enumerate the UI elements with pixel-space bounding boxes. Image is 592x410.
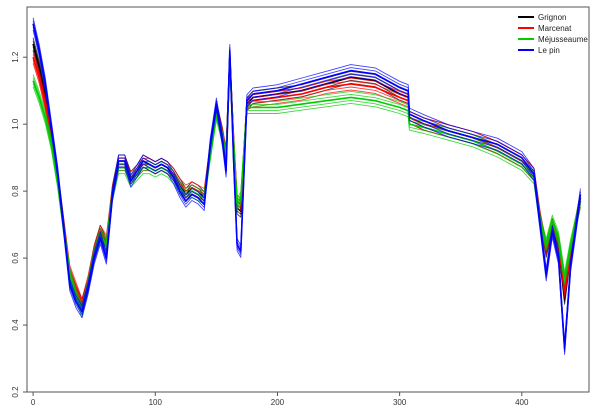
series-line — [32, 29, 581, 355]
legend-box — [462, 10, 586, 60]
series-lines — [32, 17, 582, 355]
y-tick-label: 1.0 — [11, 118, 20, 130]
series-line — [32, 17, 581, 343]
plot-frame — [26, 6, 590, 393]
x-tick-label: 300 — [393, 398, 407, 407]
series-line — [32, 23, 582, 350]
x-tick-label: 0 — [31, 398, 36, 407]
x-tick-label: 100 — [149, 398, 163, 407]
y-tick-label: 0.4 — [11, 319, 20, 331]
legend-label: Le pin — [538, 46, 560, 55]
series-line — [32, 20, 581, 346]
x-tick-label: 200 — [271, 398, 285, 407]
legend: Grignon Marcenat Méjusseaume Le pin — [462, 10, 588, 60]
y-tick-label: 0.6 — [11, 252, 20, 264]
series-line — [32, 69, 581, 319]
y-tick-label: 0.2 — [11, 386, 20, 398]
legend-label: Marcenat — [538, 24, 572, 33]
legend-label: Grignon — [538, 13, 566, 22]
series-le-pin — [32, 17, 582, 355]
y-tick-label: 1.2 — [11, 51, 20, 63]
x-axis: 0 100 200 300 400 — [31, 392, 529, 407]
y-axis: 0.2 0.4 0.6 0.8 1.0 1.2 — [11, 51, 27, 398]
legend-label: Méjusseaume — [538, 35, 588, 44]
x-tick-label: 400 — [515, 398, 529, 407]
y-tick-label: 0.8 — [11, 185, 20, 197]
